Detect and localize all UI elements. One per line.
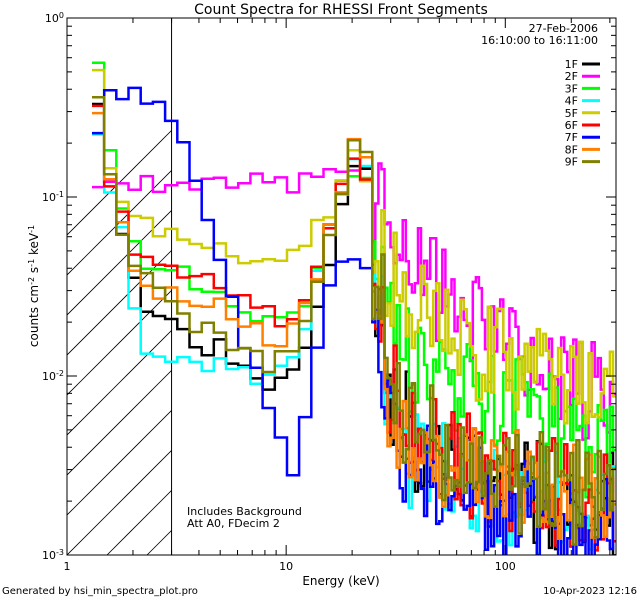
series-line-5F [92,68,616,425]
chart-title: Count Spectra for RHESSI Front Segments [194,2,488,18]
ylabel-exp-1: -2 [27,277,36,285]
legend-label-2F: 2F [565,70,578,83]
x-axis-label: Energy (keV) [302,574,379,588]
x-tick-label: 10 [279,560,293,573]
x-tick-label: 1 [64,560,71,573]
legend-label-3F: 3F [565,82,578,95]
annotation-attenuator: Att A0, FDecim 2 [187,517,280,530]
legend-label-7F: 7F [565,131,578,144]
generated-by-label: Generated by hsi_min_spectra_plot.pro [2,586,198,597]
plot-frame [66,17,617,556]
annotation-background: Includes Background [187,505,302,518]
date-stamp: 10-Apr-2023 12:16 [543,586,637,597]
legend-label-5F: 5F [565,107,578,120]
x-tick-label: 100 [495,560,516,573]
ylabel-exp-2: -1 [27,259,36,267]
ylabel-part-1: counts cm [27,285,41,347]
legend-label-8F: 8F [565,143,578,156]
y-axis-label: counts cm-2 s-1 keV-1 [27,225,42,347]
ylabel-part-2: s [27,267,41,277]
y-tick-label: 100 [45,11,64,26]
legend-label-6F: 6F [565,119,578,132]
y-tick-label: 10-1 [42,190,64,205]
ylabel-part-3: keV [27,232,41,259]
series-line-7F [92,86,616,555]
series-group [92,61,616,555]
legend-label-1F: 1F [565,58,578,71]
hatch-line [627,18,640,555]
tick-group: 1 10 100 100 10-1 10-2 10-3 [42,11,616,573]
y-tick-label: 10-2 [42,369,64,384]
time-range-label: 16:10:00 to 16:11:00 [481,34,598,47]
legend-label-4F: 4F [565,95,578,108]
series-line-3F [92,61,616,499]
ylabel-exp-3: -1 [27,225,36,233]
series-line-9F [92,95,616,546]
date-label: 27-Feb-2006 [529,22,598,35]
legend-label-9F: 9F [565,156,578,169]
y-tick-label: 10-3 [42,548,64,563]
